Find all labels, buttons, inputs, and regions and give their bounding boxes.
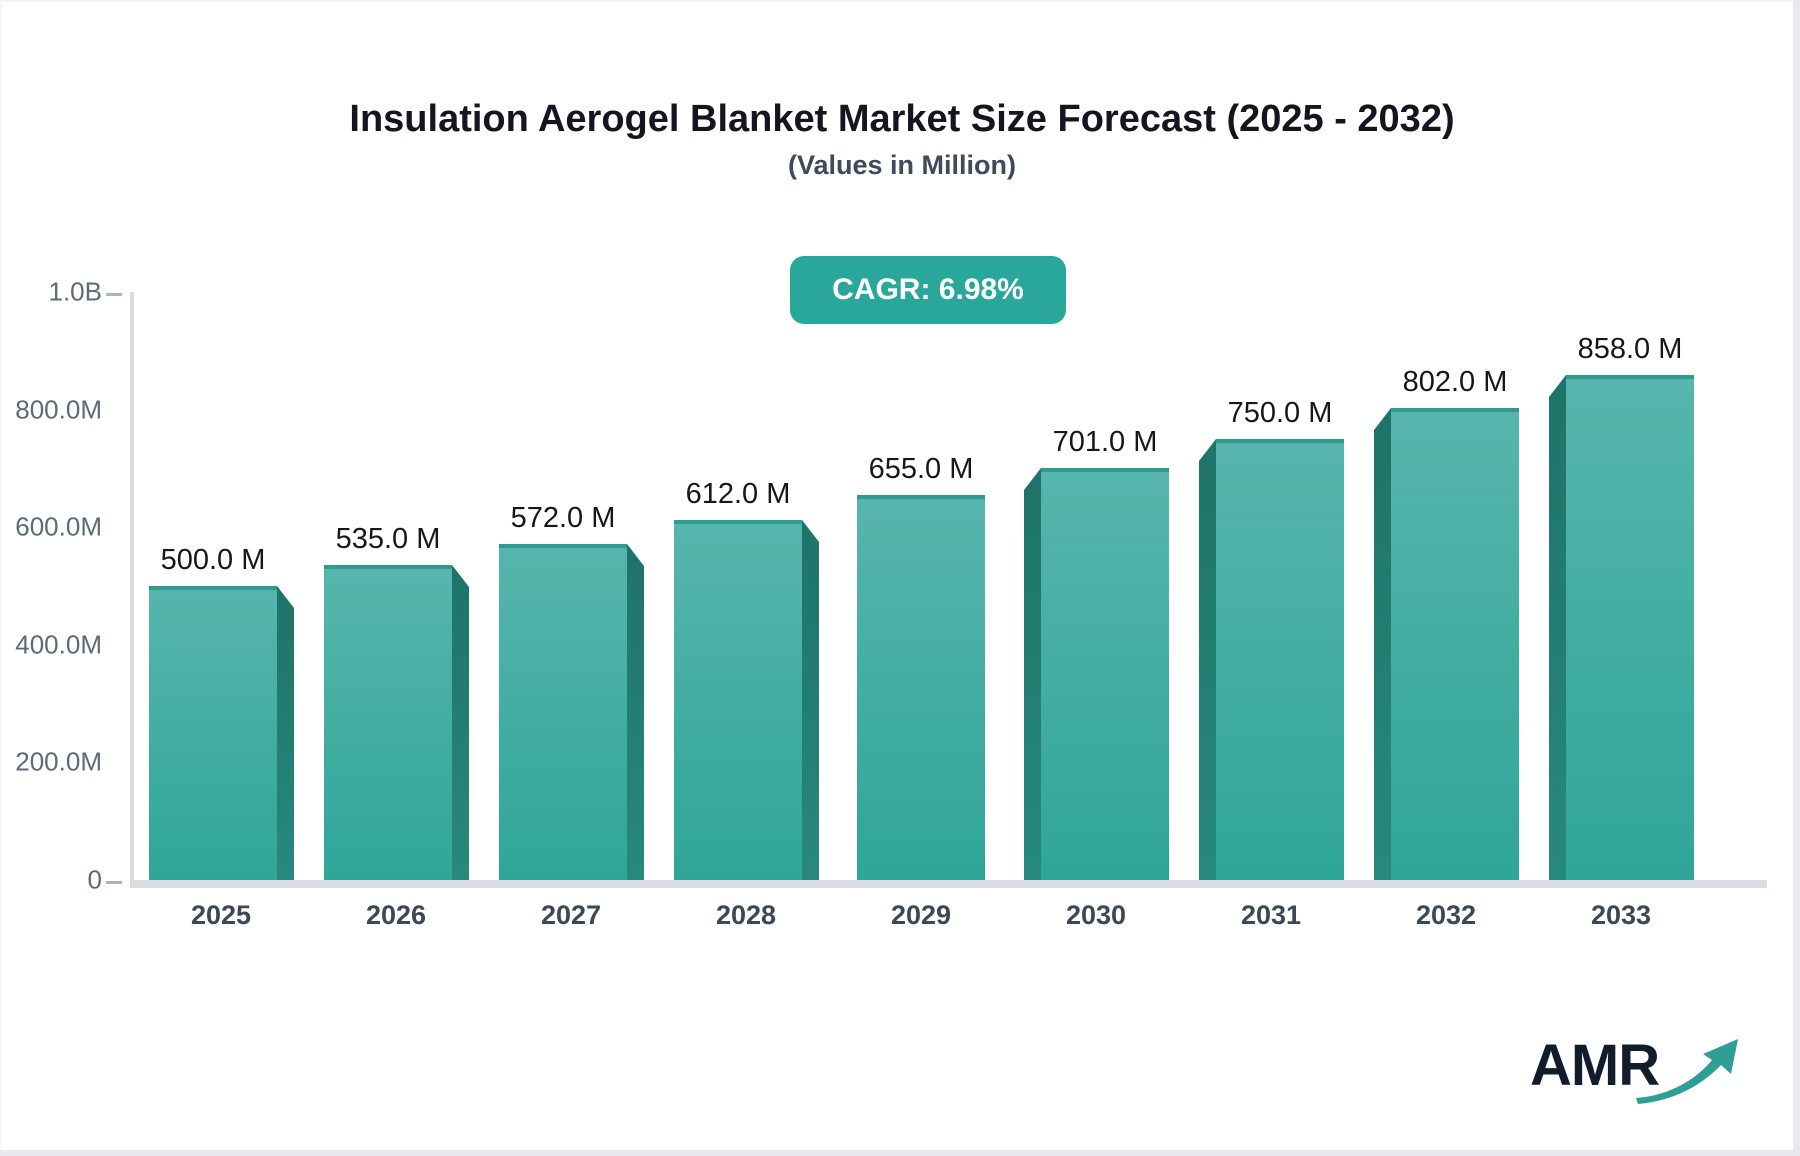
y-axis-tick-label: 200.0M — [15, 746, 102, 777]
bar-value-label: 612.0 M — [685, 478, 791, 510]
x-axis-label: 2033 — [1590, 900, 1652, 930]
bar-2029 — [857, 495, 985, 880]
bar-2031 — [1199, 439, 1344, 880]
x-axis-line — [130, 880, 1767, 888]
bar-face — [1566, 375, 1694, 880]
y-axis-tick-label: 600.0M — [15, 511, 102, 542]
x-axis-label: 2026 — [365, 900, 427, 930]
bar-2027 — [499, 544, 644, 880]
bar-value-label: 858.0 M — [1577, 333, 1683, 365]
bar-2026 — [324, 565, 469, 880]
x-axis-label: 2028 — [715, 900, 777, 930]
bar-face — [149, 586, 277, 880]
bar-value-label: 535.0 M — [335, 523, 441, 555]
bar-2030 — [1024, 468, 1169, 880]
bar-value-label: 701.0 M — [1052, 426, 1158, 458]
bar-face — [1216, 439, 1344, 880]
x-axis-label: 2031 — [1240, 900, 1302, 930]
chart-title: Insulation Aerogel Blanket Market Size F… — [349, 98, 1455, 140]
bar-2032 — [1374, 408, 1519, 880]
bar-face — [499, 544, 627, 880]
y-axis-tick-label: 0 — [87, 864, 102, 895]
bar-side-shadow — [277, 586, 294, 880]
amr-logo: AMR — [1530, 1028, 1738, 1108]
x-axis-label: 2027 — [540, 900, 602, 930]
cagr-badge-label: CAGR: 6.98% — [832, 273, 1024, 306]
cagr-badge: CAGR: 6.98% — [790, 256, 1066, 324]
bar-side-shadow — [1549, 375, 1566, 880]
bar-value-label: 572.0 M — [510, 502, 616, 534]
bar-2025 — [149, 586, 294, 880]
chart-subtitle: (Values in Million) — [787, 150, 1017, 180]
y-axis-tick-label: 400.0M — [15, 629, 102, 660]
bar-face — [324, 565, 452, 880]
bar-face — [1391, 408, 1519, 880]
bar-2033 — [1549, 375, 1694, 880]
y-axis-tick-label: 1.0B — [48, 276, 103, 307]
bar-face — [674, 520, 802, 880]
x-axis-label: 2025 — [190, 900, 252, 930]
bar-value-label: 802.0 M — [1402, 366, 1508, 398]
x-axis-label: 2029 — [890, 900, 952, 930]
bar-side-shadow — [452, 565, 469, 880]
bar-side-shadow — [1199, 439, 1216, 880]
bar-2028 — [674, 520, 819, 880]
bar-value-label: 500.0 M — [160, 544, 266, 576]
bar-side-shadow — [802, 520, 819, 880]
bar-value-label: 750.0 M — [1227, 397, 1333, 429]
bar-side-shadow — [627, 544, 644, 880]
bar-face — [1041, 468, 1169, 880]
y-axis-tick-label: 800.0M — [15, 394, 102, 425]
bar-side-shadow — [1024, 468, 1041, 880]
bar-side-shadow — [1374, 408, 1391, 880]
x-axis-label: 2030 — [1065, 900, 1127, 930]
x-axis-label: 2032 — [1415, 900, 1477, 930]
logo-arrow-icon — [1636, 1039, 1738, 1104]
tick-dash — [106, 293, 122, 296]
y-axis-line — [130, 292, 134, 880]
bar-value-label: 655.0 M — [868, 453, 974, 485]
bar-face — [857, 495, 985, 880]
tick-dash — [106, 881, 122, 884]
amr-logo-text: AMR — [1530, 1033, 1660, 1098]
